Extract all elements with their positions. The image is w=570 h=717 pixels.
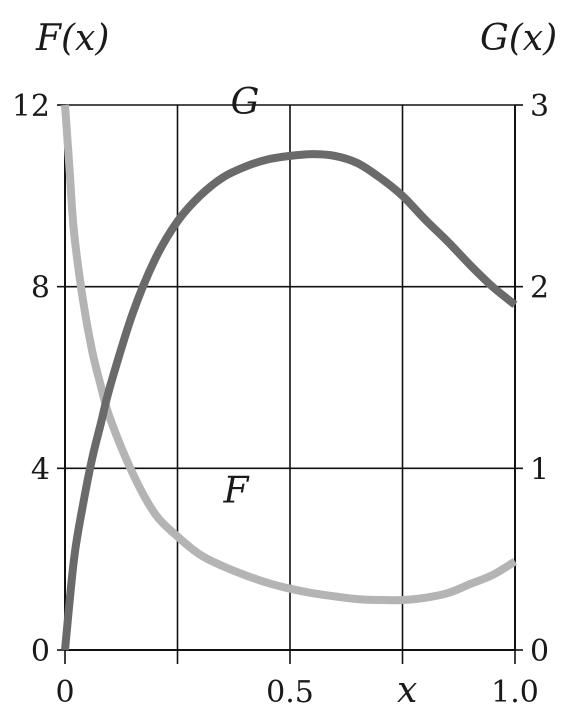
y-right-tick-label-1: 1: [530, 452, 549, 487]
x-tick-label-0: 0: [55, 675, 74, 710]
y-left-tick-label-2: 8: [31, 271, 50, 306]
y-right-axis-title: G(x): [480, 18, 557, 59]
y-left-tick-label-1: 4: [31, 452, 50, 487]
series-line-g: [61, 150, 518, 651]
x-tick-label-1: 0.5: [266, 675, 314, 710]
curve-label-f: F: [223, 470, 251, 511]
curve-label-g: G: [231, 82, 260, 123]
y-left-axis-title: F(x): [35, 18, 109, 59]
series-layer: [61, 104, 518, 651]
plot-frame: [57, 104, 523, 664]
y-left-tick-label-3: 12: [12, 89, 50, 124]
series-line-f: [61, 104, 518, 605]
x-tick-label-2: 1.0: [491, 675, 539, 710]
y-right-tick-label-2: 2: [530, 271, 549, 306]
x-axis-title: x: [397, 670, 417, 711]
grid: [65, 104, 515, 650]
y-left-tick-label-0: 0: [31, 634, 50, 669]
y-right-tick-label-0: 0: [530, 634, 549, 669]
y-right-tick-label-3: 3: [530, 89, 549, 124]
